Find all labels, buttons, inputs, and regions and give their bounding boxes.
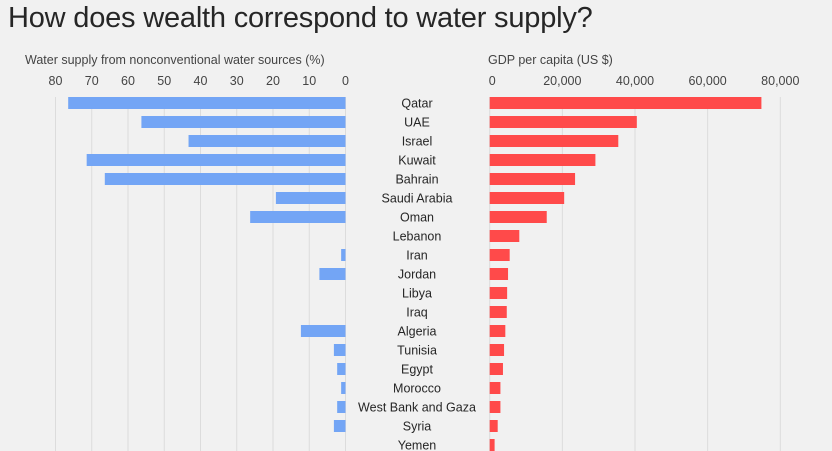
category-label: Lebanon [393, 230, 442, 244]
right-bar [489, 420, 498, 432]
left-bar [333, 344, 346, 356]
left-bar [300, 325, 346, 337]
right-bar [489, 211, 547, 223]
right-bar [489, 287, 508, 299]
left-tick-label: 80 [49, 74, 63, 88]
category-label: Algeria [398, 325, 437, 339]
left-tick-label: 50 [157, 74, 171, 88]
right-tick-label: 60,000 [689, 74, 727, 88]
right-bar [489, 306, 507, 318]
category-label: Syria [403, 420, 432, 434]
category-label: UAE [404, 116, 430, 130]
left-bar [68, 97, 346, 109]
right-bar [489, 97, 762, 109]
category-label: Egypt [401, 363, 433, 377]
right-bar [489, 116, 637, 128]
right-bar [489, 363, 503, 375]
category-label: Iraq [406, 306, 428, 320]
left-tick-label: 30 [230, 74, 244, 88]
left-bar [337, 363, 346, 375]
left-bar [250, 211, 346, 223]
left-bar [341, 249, 346, 261]
right-bar [489, 230, 520, 242]
right-bar [489, 135, 619, 147]
category-label: Oman [400, 211, 434, 225]
right-bar [489, 344, 505, 356]
right-tick-label: 40,000 [616, 74, 654, 88]
right-tick-label: 0 [489, 74, 496, 88]
category-label: Iran [406, 249, 428, 263]
left-tick-label: 0 [342, 74, 349, 88]
category-label: Libya [402, 287, 432, 301]
right-tick-label: 80,000 [761, 74, 799, 88]
left-bar [86, 154, 346, 166]
category-label: Bahrain [395, 173, 438, 187]
category-label: Yemen [398, 439, 437, 451]
category-label: Qatar [401, 97, 432, 111]
category-label: Kuwait [398, 154, 436, 168]
left-bar [333, 420, 346, 432]
right-bar [489, 192, 565, 204]
right-tick-label: 20,000 [543, 74, 581, 88]
left-tick-label: 20 [266, 74, 280, 88]
left-bar [275, 192, 346, 204]
left-tick-label: 70 [85, 74, 99, 88]
category-label: Israel [402, 135, 433, 149]
left-bar [141, 116, 346, 128]
right-bar [489, 154, 596, 166]
left-bar [104, 173, 346, 185]
category-label: Jordan [398, 268, 436, 282]
right-bar [489, 173, 576, 185]
left-axis-title: Water supply from nonconventional water … [25, 53, 325, 67]
right-bar [489, 382, 501, 394]
right-bar [489, 401, 501, 413]
left-bar [337, 401, 346, 413]
category-label: Tunisia [397, 344, 437, 358]
right-bar [489, 325, 506, 337]
left-bar [319, 268, 346, 280]
chart-title: How does wealth correspond to water supp… [8, 2, 593, 34]
right-axis-title: GDP per capita (US $) [488, 53, 613, 67]
left-tick-label: 60 [121, 74, 135, 88]
right-bar [489, 249, 510, 261]
category-label: Saudi Arabia [382, 192, 453, 206]
right-bar [489, 439, 495, 451]
left-bar [341, 382, 346, 394]
left-tick-label: 10 [302, 74, 316, 88]
left-bar [188, 135, 346, 147]
category-label: Morocco [393, 382, 441, 396]
left-tick-label: 40 [194, 74, 208, 88]
category-label: West Bank and Gaza [358, 401, 476, 415]
right-bar [489, 268, 509, 280]
